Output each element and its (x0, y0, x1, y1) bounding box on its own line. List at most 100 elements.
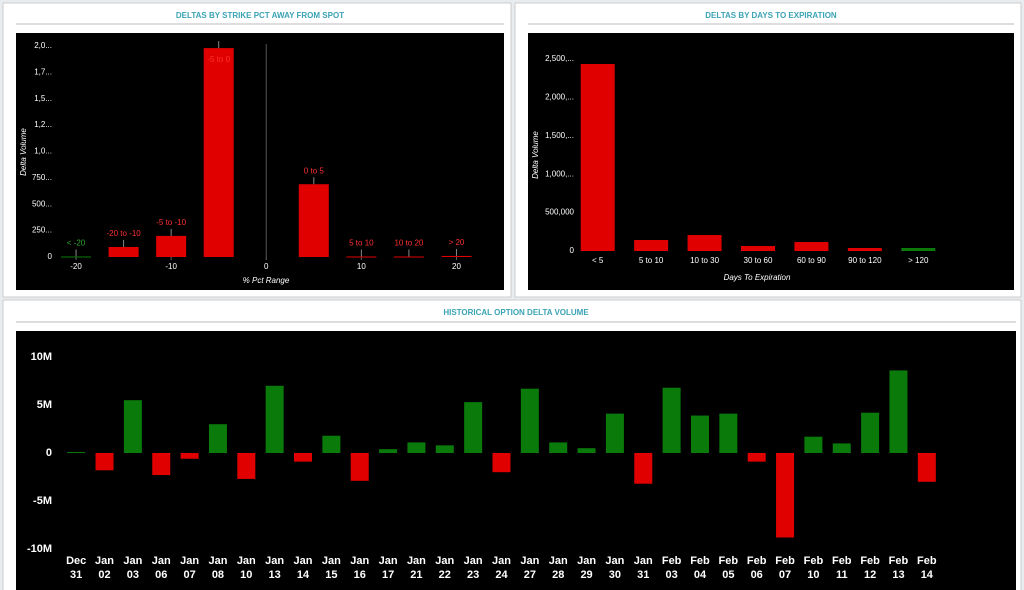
x-tick-label-line: Jan (407, 555, 426, 567)
x-tick-label: Feb 05 (719, 555, 739, 581)
y-tick-label: 2,500,... (545, 54, 574, 63)
x-tick-label-line: 12 (864, 569, 876, 581)
x-tick-label: Jan 31 (634, 555, 653, 581)
bar (298, 184, 329, 257)
x-tick-label-line: Jan (95, 555, 114, 567)
x-tick-label: Feb 03 (662, 555, 682, 581)
x-tick-label: Jan 28 (549, 555, 568, 581)
bar (580, 63, 615, 251)
bar (379, 449, 398, 453)
bar (917, 453, 936, 482)
x-tick-label-line: Jan (294, 555, 313, 567)
x-tick-label-line: 14 (921, 569, 934, 581)
x-tick-label-line: 08 (212, 569, 224, 581)
bar (901, 248, 936, 251)
x-tick-label: 30 to 60 (744, 256, 773, 265)
bar (123, 400, 142, 453)
x-tick-label: Feb 13 (889, 555, 909, 581)
chart-title: DELTAS BY DAYS TO EXPIRATION (705, 11, 837, 20)
x-tick-label-line: 15 (325, 569, 337, 581)
x-tick-label-line: 10 (807, 569, 819, 581)
x-tick-label-line: 03 (666, 569, 678, 581)
bar (294, 453, 313, 462)
bar (393, 256, 424, 258)
plot-area (16, 33, 504, 290)
x-tick-label-line: 23 (467, 569, 479, 581)
bar (747, 453, 766, 462)
x-tick-label: Feb 10 (804, 555, 824, 581)
bar-label: > 20 (449, 238, 465, 247)
x-tick-label-line: 13 (892, 569, 904, 581)
y-tick-label: 1,000,... (545, 169, 574, 178)
bar-label: 0 to 5 (304, 166, 325, 175)
x-tick-label-line: Feb (719, 555, 739, 567)
x-tick-label-line: Feb (662, 555, 682, 567)
x-tick-label: Feb 11 (832, 555, 852, 581)
bar (634, 453, 653, 484)
x-tick-label: Feb 14 (917, 555, 937, 581)
bar (520, 388, 539, 453)
y-tick-label: 0 (570, 246, 575, 255)
y-tick-label: 5M (37, 399, 52, 411)
x-tick-label-line: 05 (722, 569, 734, 581)
x-tick-label: Jan 29 (577, 555, 596, 581)
x-axis-title: % Pct Range (243, 276, 290, 285)
bar (464, 402, 483, 453)
plot-area (16, 331, 1016, 590)
x-tick-label: Jan 08 (208, 555, 227, 581)
x-tick-label: Jan 13 (265, 555, 284, 581)
x-tick-label: Feb 12 (860, 555, 880, 581)
x-tick-label: Dec 31 (66, 555, 86, 581)
x-tick-label-line: Jan (605, 555, 624, 567)
chart-title: HISTORICAL OPTION DELTA VOLUME (443, 308, 589, 317)
x-tick-label: Feb 04 (690, 555, 710, 581)
x-tick-label-line: 03 (127, 569, 139, 581)
x-tick-label-line: 02 (98, 569, 110, 581)
x-tick-label-line: 06 (155, 569, 167, 581)
bar (662, 387, 681, 453)
x-tick-label: 60 to 90 (797, 256, 826, 265)
bar (67, 452, 86, 454)
x-tick-label-line: Feb (832, 555, 852, 567)
bar-label: < -20 (67, 239, 86, 248)
x-tick-label: Jan 27 (520, 555, 539, 581)
x-tick-label-line: Jan (435, 555, 454, 567)
x-tick-label: Jan 21 (407, 555, 426, 581)
bar (441, 255, 472, 257)
x-tick-label-line: 30 (609, 569, 621, 581)
x-tick-label-line: Jan (464, 555, 483, 567)
x-tick-label-line: Jan (577, 555, 596, 567)
x-tick-label-line: 29 (580, 569, 592, 581)
x-tick-label: 5 to 10 (639, 256, 664, 265)
y-tick-label: 250... (32, 226, 52, 235)
bar (95, 453, 114, 471)
bar (156, 235, 187, 257)
y-tick-label: 1,2... (34, 120, 52, 129)
bar (687, 235, 722, 251)
bar-label: -5 to -10 (156, 218, 186, 227)
x-tick-label: 20 (452, 262, 461, 271)
bar (634, 240, 669, 251)
x-tick-label-line: Jan (265, 555, 284, 567)
x-tick-label-line: 28 (552, 569, 564, 581)
bar (208, 424, 227, 453)
x-tick-label-line: Jan (208, 555, 227, 567)
bar (861, 412, 880, 453)
bar (577, 448, 596, 453)
x-tick-label-line: Jan (152, 555, 171, 567)
x-tick-label-line: 06 (751, 569, 763, 581)
bar (237, 453, 256, 479)
bar (265, 385, 284, 453)
bar (322, 435, 341, 453)
x-tick-label-line: 31 (70, 569, 82, 581)
x-tick-label-line: 17 (382, 569, 394, 581)
y-tick-label: 10M (31, 351, 52, 363)
bar (407, 442, 426, 453)
x-tick-label: Jan 14 (294, 555, 313, 581)
x-tick-label: Jan 24 (492, 555, 511, 581)
x-tick-label: Jan 10 (237, 555, 256, 581)
bar (549, 442, 568, 453)
x-tick-label-line: Jan (549, 555, 568, 567)
bar (804, 436, 823, 453)
x-tick-label-line: Jan (123, 555, 142, 567)
